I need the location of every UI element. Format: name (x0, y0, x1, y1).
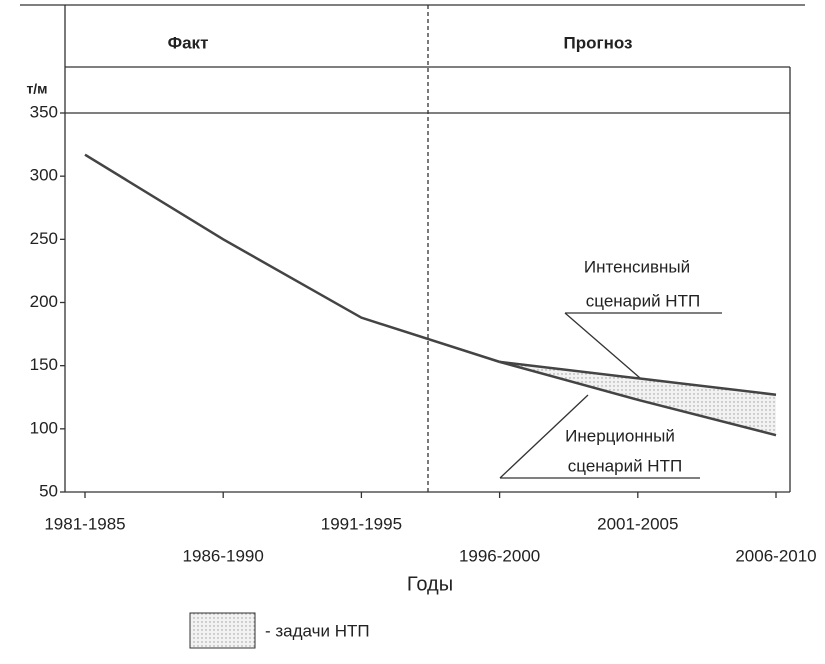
y-tick-label: 100 (30, 418, 58, 437)
x-tick-label: 2006-2010 (735, 546, 816, 565)
x-tick-label: 1981-1985 (44, 514, 125, 533)
x-tick-label: 1991-1995 (321, 514, 402, 533)
annotation: Интенсивный (584, 257, 690, 276)
x-tick-label: 2001-2005 (597, 514, 678, 533)
series-line (84, 153, 500, 364)
series-line (499, 360, 777, 437)
y-tick-label: 150 (30, 355, 58, 374)
section-label: Прогноз (564, 33, 633, 52)
x-axis-label: Годы (407, 573, 453, 595)
legend-label: - задачи НТП (265, 621, 370, 640)
y-tick-label: 250 (30, 229, 58, 248)
y-tick-label: 350 (30, 102, 58, 121)
annotations: Интенсивный сценарий НТП Инерционный сце… (499, 257, 722, 479)
y-axis-label: т/м (26, 81, 47, 97)
annotation-pointer (499, 394, 589, 479)
legend-swatch (189, 612, 256, 649)
y-tick-label: 200 (30, 292, 58, 311)
annotation-pointer (564, 312, 641, 379)
annotation: сценарий НТП (586, 291, 700, 310)
x-tick-label: 1986-1990 (183, 546, 264, 565)
y-tick-label: 300 (30, 166, 58, 185)
x-tick-label: 1996-2000 (459, 546, 540, 565)
section-label: Факт (168, 33, 209, 52)
annotation: сценарий НТП (568, 456, 682, 475)
annotation: Инерционный (565, 426, 675, 445)
y-tick-label: 50 (39, 481, 58, 500)
series-line (499, 360, 777, 396)
